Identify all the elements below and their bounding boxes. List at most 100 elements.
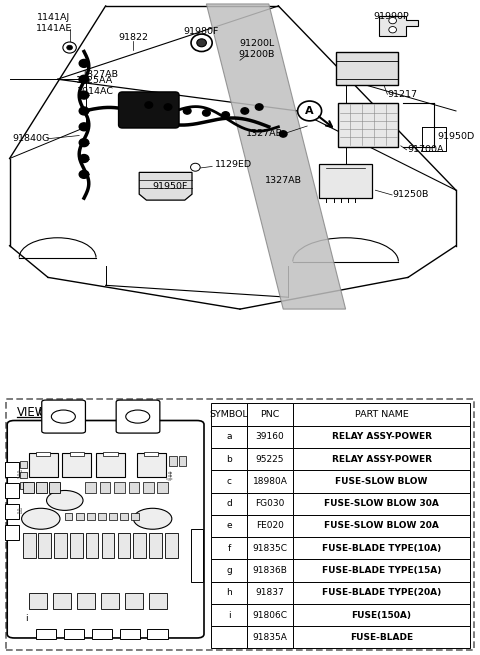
FancyBboxPatch shape xyxy=(7,421,204,638)
Text: SYMBOL: SYMBOL xyxy=(210,410,249,419)
Text: 1327AB: 1327AB xyxy=(245,130,283,138)
Text: 91980F: 91980F xyxy=(183,28,218,36)
Circle shape xyxy=(222,112,229,118)
Bar xyxy=(179,456,186,466)
Bar xyxy=(157,482,168,493)
Circle shape xyxy=(126,410,150,423)
Circle shape xyxy=(79,170,89,178)
Text: RELAY ASSY-POWER: RELAY ASSY-POWER xyxy=(332,432,432,441)
FancyBboxPatch shape xyxy=(120,629,140,639)
Bar xyxy=(118,533,130,558)
Text: 1129ED: 1129ED xyxy=(215,160,252,170)
Bar xyxy=(101,593,119,609)
FancyBboxPatch shape xyxy=(6,399,474,650)
Bar xyxy=(70,533,83,558)
Bar xyxy=(36,482,47,493)
Text: 91822: 91822 xyxy=(119,33,148,42)
Text: PNC: PNC xyxy=(260,410,280,419)
FancyBboxPatch shape xyxy=(5,483,19,498)
Text: h: h xyxy=(227,588,232,597)
Circle shape xyxy=(197,39,206,47)
Bar xyxy=(247,403,293,426)
Bar xyxy=(169,456,177,466)
Bar xyxy=(247,537,293,559)
Circle shape xyxy=(298,101,322,121)
Bar xyxy=(131,513,139,520)
Text: c: c xyxy=(227,477,232,486)
FancyBboxPatch shape xyxy=(36,629,56,639)
Text: d: d xyxy=(161,485,165,490)
Bar xyxy=(49,482,60,493)
Text: VIEW: VIEW xyxy=(17,406,47,419)
Text: 91217: 91217 xyxy=(388,90,418,99)
Bar xyxy=(144,452,158,456)
Bar xyxy=(87,513,95,520)
FancyBboxPatch shape xyxy=(5,462,19,477)
Bar xyxy=(109,513,117,520)
Bar xyxy=(247,559,293,582)
Text: d: d xyxy=(180,458,184,464)
Polygon shape xyxy=(206,4,346,309)
FancyBboxPatch shape xyxy=(64,629,84,639)
Text: e: e xyxy=(227,521,232,531)
Text: i: i xyxy=(25,614,28,623)
FancyBboxPatch shape xyxy=(147,629,168,639)
Bar xyxy=(103,452,118,456)
Text: c: c xyxy=(89,485,93,490)
Text: g: g xyxy=(227,566,232,575)
Text: RELAY ASSY-POWER: RELAY ASSY-POWER xyxy=(332,455,432,464)
Circle shape xyxy=(191,34,212,52)
Text: 91836B: 91836B xyxy=(252,566,288,575)
Bar xyxy=(293,559,470,582)
Bar xyxy=(149,533,162,558)
Circle shape xyxy=(133,508,172,529)
Circle shape xyxy=(241,108,249,114)
Circle shape xyxy=(40,405,64,419)
Bar xyxy=(98,513,106,520)
Text: dp: dp xyxy=(168,471,172,475)
Circle shape xyxy=(63,42,76,53)
Circle shape xyxy=(47,491,83,510)
Text: d: d xyxy=(227,499,232,508)
Text: e: e xyxy=(39,484,43,491)
Bar xyxy=(211,426,247,448)
Text: cgp: cgp xyxy=(166,477,174,481)
Circle shape xyxy=(79,155,89,162)
Text: FUSE(150A): FUSE(150A) xyxy=(351,610,411,620)
Bar xyxy=(211,448,247,470)
Bar xyxy=(247,470,293,493)
FancyBboxPatch shape xyxy=(191,529,203,582)
Text: FUSE-BLADE TYPE(20A): FUSE-BLADE TYPE(20A) xyxy=(322,588,441,597)
Polygon shape xyxy=(379,16,418,35)
FancyBboxPatch shape xyxy=(42,400,85,433)
Text: 1327AB: 1327AB xyxy=(264,176,302,185)
Text: FUSE-BLADE TYPE(15A): FUSE-BLADE TYPE(15A) xyxy=(322,566,441,575)
Bar xyxy=(62,453,91,477)
Text: d: d xyxy=(146,485,150,490)
Text: FUSE-BLADE TYPE(10A): FUSE-BLADE TYPE(10A) xyxy=(322,544,441,553)
Bar xyxy=(53,593,71,609)
Circle shape xyxy=(164,104,172,110)
Text: dp: dp xyxy=(168,474,172,478)
Bar xyxy=(70,452,84,456)
Bar xyxy=(211,493,247,515)
Bar xyxy=(23,533,36,558)
Text: f: f xyxy=(228,544,231,553)
FancyBboxPatch shape xyxy=(319,164,372,198)
Circle shape xyxy=(389,27,396,33)
Bar xyxy=(211,470,247,493)
Text: c: c xyxy=(22,483,25,488)
Bar xyxy=(293,626,470,648)
Text: c: c xyxy=(52,484,56,491)
Bar xyxy=(29,453,58,477)
Bar xyxy=(137,453,166,477)
FancyBboxPatch shape xyxy=(116,400,160,433)
FancyBboxPatch shape xyxy=(5,525,19,540)
Bar xyxy=(165,533,178,558)
Bar xyxy=(143,482,154,493)
Text: a: a xyxy=(74,460,80,470)
Text: c: c xyxy=(26,484,30,491)
Text: 91950F: 91950F xyxy=(153,181,188,191)
Circle shape xyxy=(67,45,72,50)
Text: 91835A: 91835A xyxy=(252,633,288,642)
